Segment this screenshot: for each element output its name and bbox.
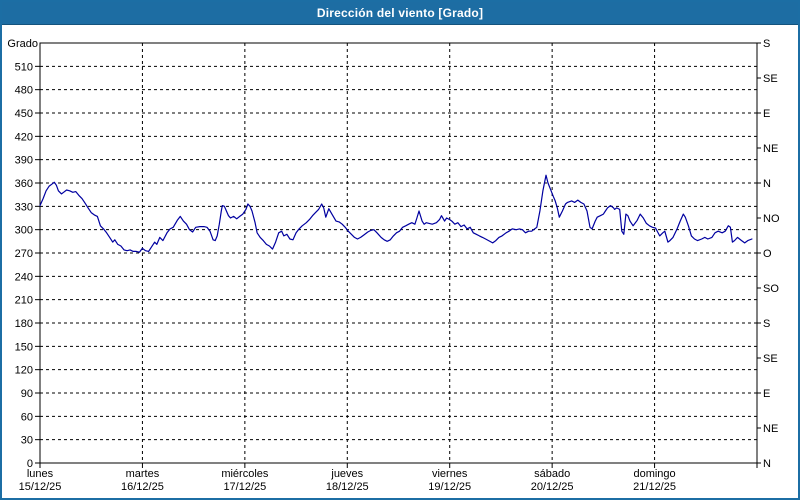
svg-text:21/12/25: 21/12/25: [633, 481, 676, 493]
svg-text:17/12/25: 17/12/25: [223, 481, 266, 493]
svg-text:30: 30: [21, 435, 33, 447]
svg-text:18/12/25: 18/12/25: [326, 481, 369, 493]
wind-direction-chart: 0 30 60 90 120 150 180 210 240 270 300 330 360 390 420…: [7, 38, 780, 493]
y-axis-right-labels: N NE E SE S SO O NO N NE E SE S: [757, 38, 780, 470]
svg-text:450: 450: [15, 108, 33, 120]
svg-text:150: 150: [15, 341, 33, 353]
svg-text:NO: NO: [763, 213, 780, 225]
svg-text:SE: SE: [763, 353, 778, 365]
wind-direction-line: [39, 174, 753, 253]
svg-text:510: 510: [15, 61, 33, 73]
svg-text:20/12/25: 20/12/25: [531, 481, 574, 493]
y-axis-title: Grado: [7, 38, 38, 50]
svg-text:E: E: [763, 388, 770, 400]
svg-text:lunes: lunes: [27, 468, 54, 480]
svg-text:19/12/25: 19/12/25: [428, 481, 471, 493]
svg-text:210: 210: [15, 295, 33, 307]
svg-text:60: 60: [21, 411, 33, 423]
svg-text:SE: SE: [763, 73, 778, 85]
svg-text:S: S: [763, 318, 770, 330]
svg-text:0: 0: [27, 458, 33, 470]
svg-text:330: 330: [15, 201, 33, 213]
svg-text:480: 480: [15, 85, 33, 97]
gridlines: [40, 43, 757, 463]
svg-text:sábado: sábado: [534, 468, 570, 480]
svg-text:300: 300: [15, 225, 33, 237]
svg-text:NE: NE: [763, 143, 778, 155]
svg-text:420: 420: [15, 131, 33, 143]
plot-border: [39, 42, 758, 464]
title-bar: Dirección del viento [Grado]: [2, 2, 798, 25]
svg-text:180: 180: [15, 318, 33, 330]
y-axis-left-labels: 0 30 60 90 120 150 180 210 240 270 300 330 360 390 420…: [15, 61, 40, 470]
svg-text:90: 90: [21, 388, 33, 400]
svg-text:N: N: [763, 178, 771, 190]
svg-text:SO: SO: [763, 283, 779, 295]
svg-text:N: N: [763, 458, 771, 470]
svg-text:jueves: jueves: [330, 468, 363, 480]
chart-title: Dirección del viento [Grado]: [316, 6, 484, 20]
svg-text:15/12/25: 15/12/25: [19, 481, 62, 493]
svg-text:16/12/25: 16/12/25: [121, 481, 164, 493]
svg-text:120: 120: [15, 365, 33, 377]
svg-text:martes: martes: [126, 468, 160, 480]
svg-text:270: 270: [15, 248, 33, 260]
svg-text:NE: NE: [763, 423, 778, 435]
svg-text:E: E: [763, 108, 770, 120]
svg-text:S: S: [763, 38, 770, 50]
svg-text:390: 390: [15, 155, 33, 167]
svg-text:viernes: viernes: [432, 468, 468, 480]
svg-text:O: O: [763, 248, 772, 260]
svg-text:domingo: domingo: [633, 468, 675, 480]
plot-area: 0 30 60 90 120 150 180 210 240 270 300 330 360 390 420…: [2, 25, 798, 498]
svg-text:miércoles: miércoles: [221, 468, 269, 480]
svg-text:360: 360: [15, 178, 33, 190]
svg-text:240: 240: [15, 271, 33, 283]
